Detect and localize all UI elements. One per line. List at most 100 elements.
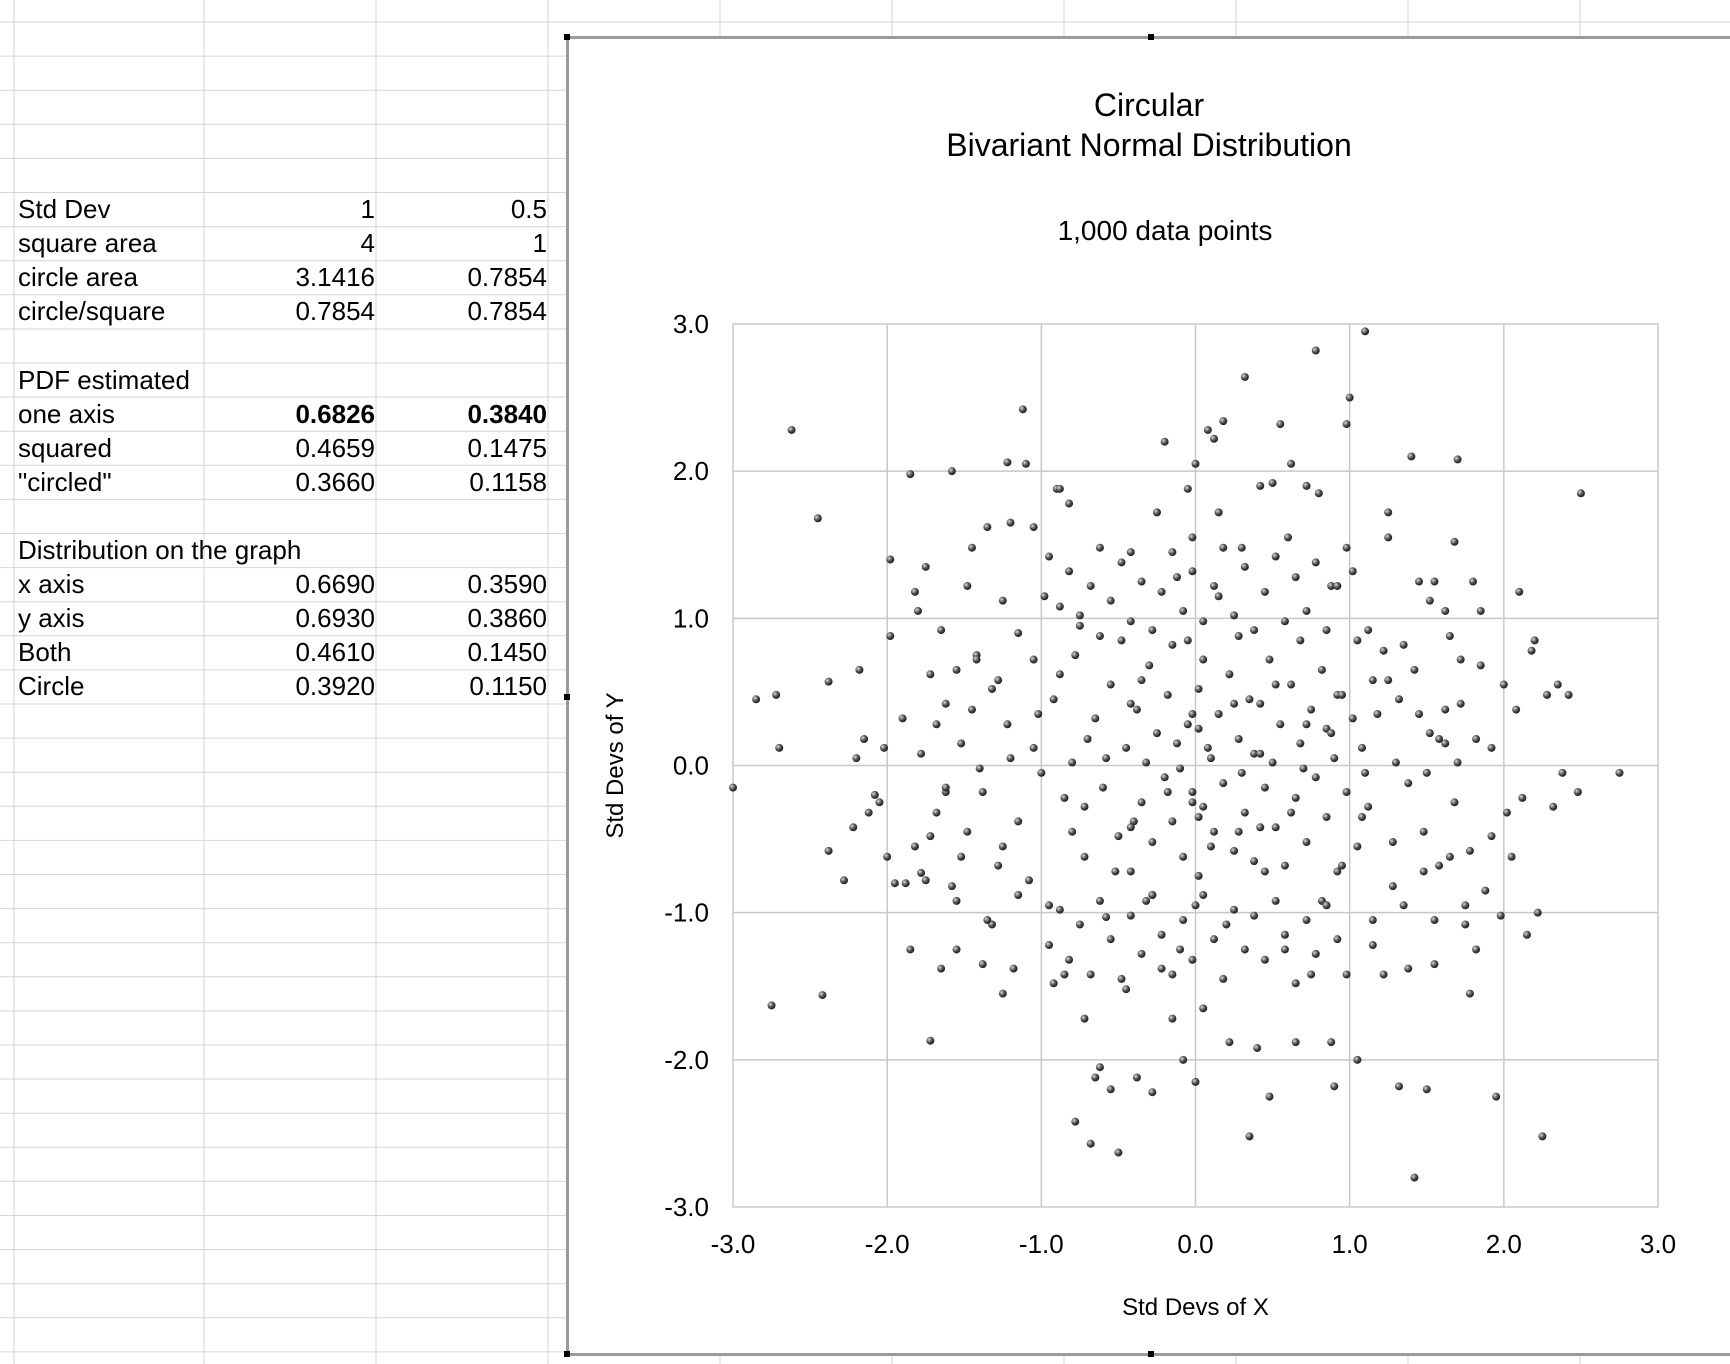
value-cell[interactable]: 1 bbox=[532, 228, 547, 259]
data-point bbox=[1492, 1092, 1501, 1101]
row-label-cell[interactable]: Both bbox=[18, 637, 72, 668]
value-cell[interactable]: 0.1450 bbox=[467, 637, 547, 668]
x-tick-labels: -3.0 -2.0 -1.0 0.0 1.0 2.0 3.0 bbox=[711, 1229, 1676, 1259]
resize-handle-left[interactable] bbox=[564, 694, 570, 700]
data-point bbox=[1469, 577, 1477, 586]
row-label-cell[interactable]: squared bbox=[18, 432, 112, 463]
data-point bbox=[855, 665, 864, 674]
data-point bbox=[1384, 676, 1393, 685]
data-point bbox=[1450, 537, 1459, 546]
data-point bbox=[1287, 680, 1296, 689]
data-point bbox=[1502, 808, 1511, 817]
data-point bbox=[1461, 920, 1470, 929]
data-point bbox=[1364, 626, 1373, 635]
value-cell[interactable]: 0.6826 bbox=[295, 398, 375, 429]
data-point bbox=[1487, 832, 1496, 841]
value-cell[interactable]: 0.3920 bbox=[295, 671, 375, 702]
data-point bbox=[1029, 743, 1038, 752]
data-point bbox=[1014, 891, 1023, 900]
row-label-cell[interactable]: y axis bbox=[18, 603, 85, 634]
value-cell[interactable]: 0.7854 bbox=[295, 296, 375, 327]
value-cell[interactable]: 0.5 bbox=[510, 194, 547, 224]
value-cell[interactable]: 0.7854 bbox=[467, 262, 547, 293]
data-point bbox=[1142, 758, 1151, 767]
data-point bbox=[1322, 813, 1331, 822]
value-cell[interactable]: 0.4610 bbox=[295, 637, 375, 668]
resize-handle-bottom[interactable] bbox=[1148, 1351, 1154, 1357]
data-point bbox=[1425, 596, 1434, 605]
value-cell[interactable]: 0.1150 bbox=[469, 671, 547, 702]
data-point bbox=[1256, 699, 1265, 708]
row-label-cell[interactable]: square area bbox=[18, 228, 157, 259]
data-point bbox=[1287, 459, 1296, 468]
data-point bbox=[1404, 964, 1413, 973]
data-point bbox=[1199, 655, 1208, 664]
row-label-cell[interactable]: circle/square bbox=[18, 296, 166, 327]
data-point bbox=[1388, 882, 1397, 891]
data-point bbox=[1091, 714, 1100, 723]
data-point bbox=[1214, 709, 1223, 718]
x-tick-label: 2.0 bbox=[1486, 1229, 1522, 1259]
data-point bbox=[978, 787, 987, 796]
value-cell[interactable]: 0.1475 bbox=[467, 432, 547, 463]
row-label-cell[interactable]: PDF estimated bbox=[18, 364, 190, 395]
resize-handle-top-left[interactable] bbox=[564, 34, 570, 40]
value-cell[interactable]: 0.3860 bbox=[467, 603, 547, 634]
resize-handle-bottom-left[interactable] bbox=[564, 1351, 570, 1357]
resize-handle-top[interactable] bbox=[1148, 34, 1154, 40]
data-point bbox=[1179, 1055, 1188, 1064]
data-point bbox=[1191, 459, 1200, 468]
chart-title-line-1: Circular bbox=[1094, 87, 1205, 123]
data-point bbox=[1168, 970, 1177, 979]
value-cell[interactable]: 4 bbox=[360, 228, 375, 259]
value-cell[interactable]: 0.6690 bbox=[295, 569, 375, 600]
data-point bbox=[1199, 617, 1208, 626]
value-cell[interactable]: 0.3840 bbox=[467, 398, 547, 429]
data-point bbox=[1021, 459, 1030, 468]
data-point bbox=[1345, 393, 1354, 402]
value-cell[interactable]: 1 bbox=[360, 194, 375, 224]
row-label-cell[interactable]: Distribution on the graph bbox=[18, 535, 302, 565]
row-label-cell[interactable]: "circled" bbox=[18, 466, 112, 497]
data-point bbox=[1168, 640, 1177, 649]
value-cell[interactable]: 0.3660 bbox=[295, 466, 375, 497]
data-point bbox=[1137, 577, 1146, 586]
data-point bbox=[1176, 764, 1185, 773]
chart-object[interactable]: Circular Bivariant Normal Distribution 1… bbox=[564, 34, 1730, 1357]
row-label-cell[interactable]: Circle bbox=[18, 671, 85, 702]
data-point bbox=[1179, 852, 1188, 861]
value-cell[interactable]: 0.3590 bbox=[467, 569, 547, 600]
data-point bbox=[1527, 646, 1536, 655]
data-point bbox=[1148, 891, 1157, 900]
value-cell[interactable]: 0.1158 bbox=[469, 466, 547, 497]
data-point bbox=[1025, 876, 1033, 885]
data-point bbox=[1322, 901, 1331, 910]
data-point bbox=[1399, 901, 1408, 910]
value-cell[interactable]: 0.6930 bbox=[295, 603, 375, 634]
value-cell[interactable]: 3.1416 bbox=[295, 262, 375, 293]
data-point bbox=[1102, 754, 1111, 763]
data-point bbox=[1337, 861, 1346, 870]
data-point bbox=[1399, 640, 1408, 649]
data-point bbox=[1068, 758, 1077, 767]
data-point bbox=[852, 754, 861, 763]
value-cell[interactable]: 0.4659 bbox=[295, 432, 375, 463]
data-point bbox=[1086, 581, 1095, 590]
data-point bbox=[1065, 499, 1074, 508]
data-point bbox=[1234, 827, 1243, 836]
row-label-cell[interactable]: x axis bbox=[18, 569, 85, 600]
data-point bbox=[1132, 705, 1141, 714]
value-cell[interactable]: 0.7854 bbox=[467, 296, 547, 327]
data-point bbox=[1368, 941, 1377, 950]
data-point bbox=[1188, 533, 1197, 542]
row-label-cell[interactable]: circle area bbox=[18, 262, 138, 293]
data-point bbox=[1314, 489, 1323, 498]
data-point bbox=[1507, 852, 1516, 861]
data-point bbox=[932, 720, 941, 729]
data-point bbox=[1410, 665, 1419, 674]
data-point bbox=[926, 1036, 935, 1045]
row-label-cell[interactable]: one axis bbox=[18, 398, 115, 429]
row-label-cell[interactable]: Std Dev bbox=[18, 194, 111, 224]
data-point bbox=[787, 425, 796, 434]
data-point bbox=[1152, 729, 1161, 738]
